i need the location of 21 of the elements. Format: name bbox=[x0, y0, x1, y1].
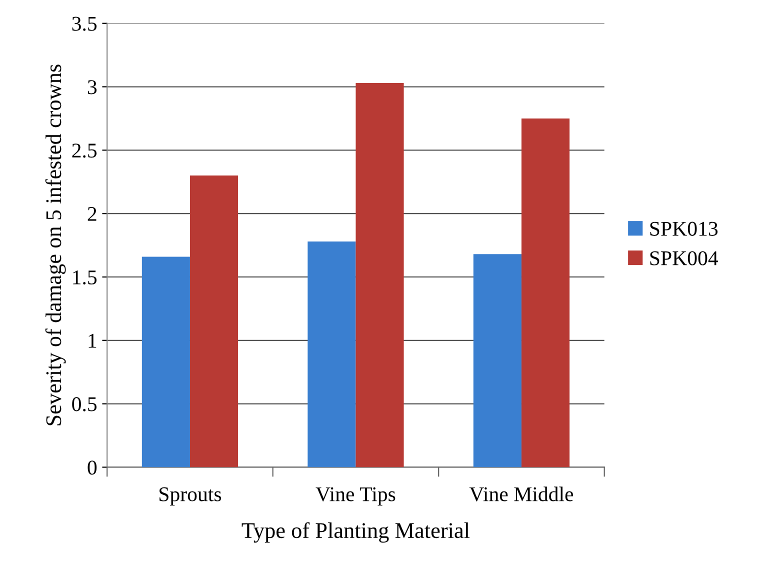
bar bbox=[521, 118, 570, 468]
y-tick-label: 3.5 bbox=[72, 16, 97, 31]
legend-label: SPK004 bbox=[650, 251, 718, 266]
bar bbox=[190, 176, 238, 468]
x-axis-title: Type of Planting Material bbox=[242, 522, 470, 543]
y-tick-label: 2.5 bbox=[72, 144, 97, 158]
y-tick-label: 0.5 bbox=[72, 397, 97, 412]
bar bbox=[473, 254, 522, 468]
bar bbox=[308, 241, 356, 468]
x-tick-label: Vine Tips bbox=[316, 487, 396, 506]
x-tick-label: Sprouts bbox=[160, 487, 222, 506]
y-axis-title: Severity of damage on 5 infested crowns bbox=[45, 64, 66, 426]
y-tick-label: 1 bbox=[88, 334, 96, 348]
y-tick-label: 2 bbox=[88, 207, 96, 221]
y-tick-label: 0 bbox=[88, 460, 97, 475]
y-tick-label: 3 bbox=[88, 80, 97, 94]
legend-label: SPK013 bbox=[650, 222, 718, 236]
x-tick-label: Vine Middle bbox=[469, 486, 574, 502]
bar bbox=[142, 256, 190, 468]
y-tick-label: 1.5 bbox=[73, 270, 97, 285]
bar bbox=[356, 82, 404, 468]
